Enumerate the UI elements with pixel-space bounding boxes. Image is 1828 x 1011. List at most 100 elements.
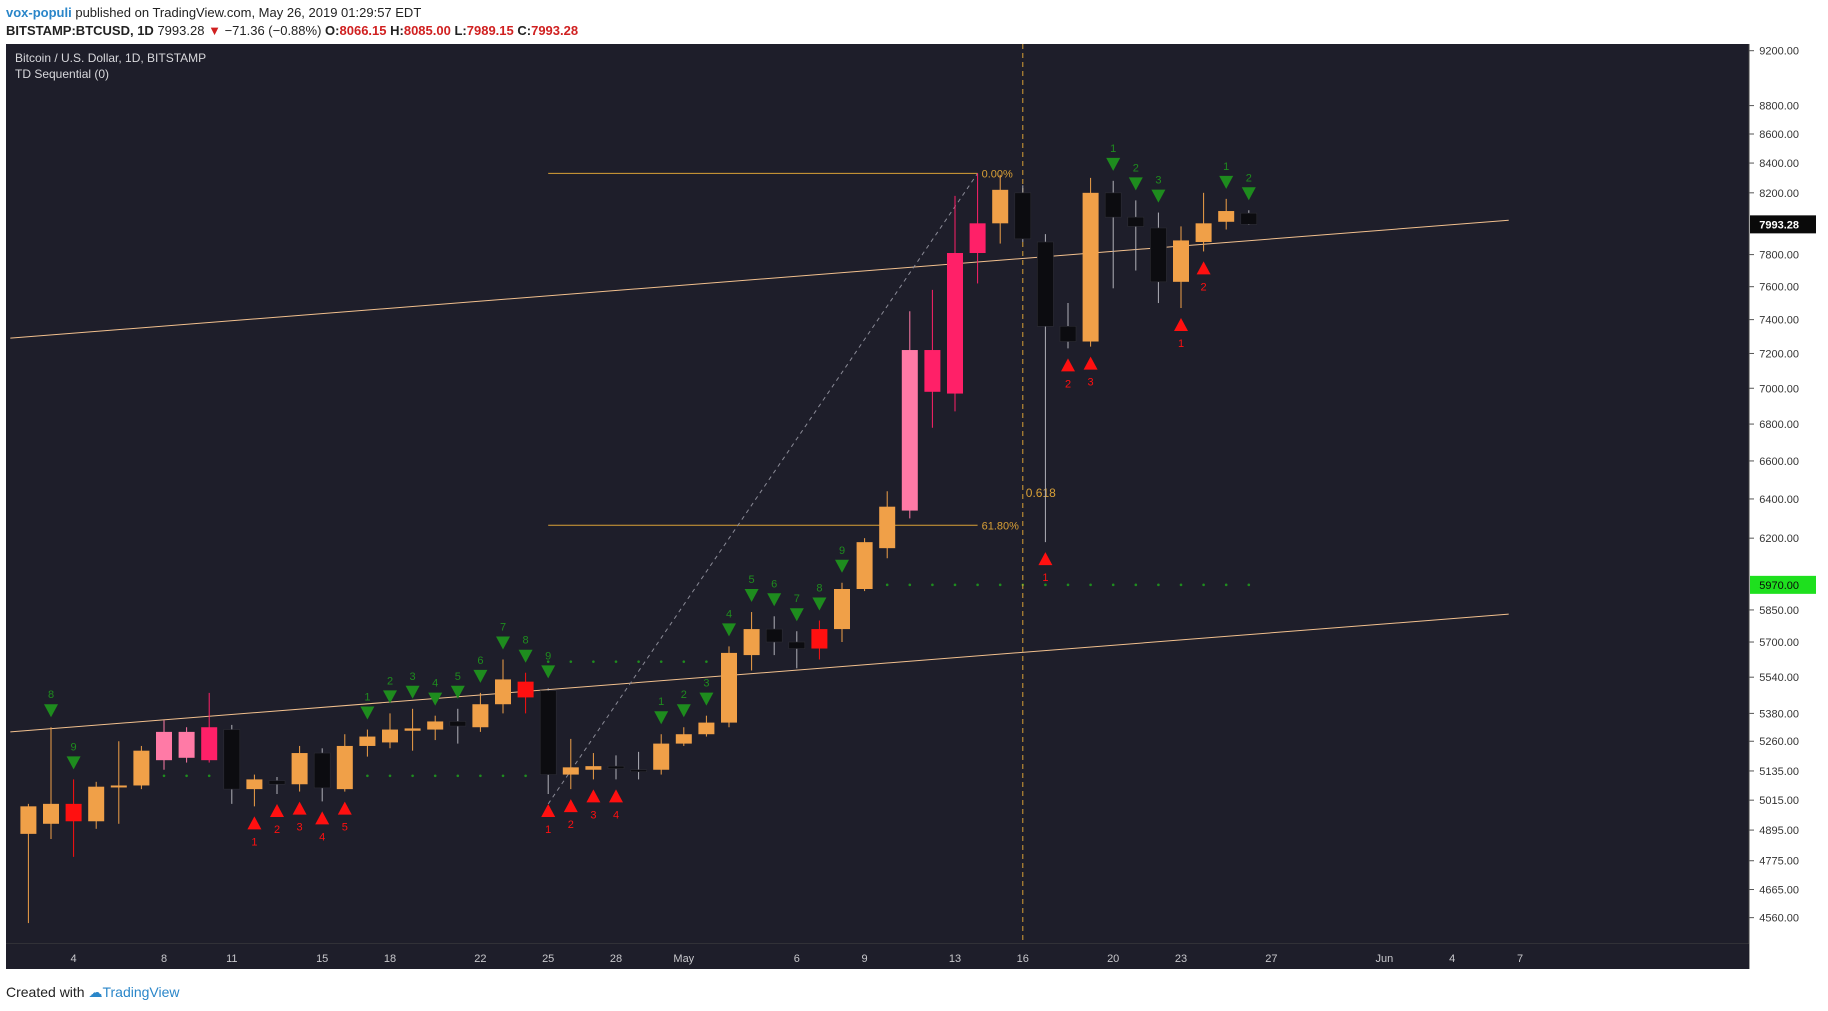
td-buy-count: 3 <box>590 809 596 821</box>
td-buy-arrow <box>1174 317 1188 331</box>
support-dot <box>931 583 934 587</box>
candle-body <box>1104 192 1122 218</box>
price-tick-label: 5380.00 <box>1759 708 1799 720</box>
td-buy-count: 1 <box>251 836 257 848</box>
support-dot <box>1089 583 1092 587</box>
support-dot <box>411 774 414 778</box>
candle-body <box>223 729 241 790</box>
candle-body <box>1240 212 1258 225</box>
candle-body <box>675 734 692 744</box>
support-dot <box>682 660 686 663</box>
td-sell-arrow <box>1128 177 1143 191</box>
support-dot <box>1179 583 1183 587</box>
marker-price-label: 5970.00 <box>1759 580 1799 592</box>
td-buy-count: 3 <box>297 822 303 834</box>
author-link[interactable]: vox-populi <box>6 5 72 20</box>
td-buy-count: 1 <box>1042 572 1048 584</box>
price-tick-label: 6600.00 <box>1759 456 1799 468</box>
time-tick-label: 8 <box>161 953 167 965</box>
support-dot <box>162 774 166 778</box>
td-sell-arrow <box>722 623 736 637</box>
support-dot <box>1224 583 1228 587</box>
candle-body <box>359 736 376 746</box>
candle-body <box>336 745 353 790</box>
candle-body <box>1037 241 1054 327</box>
td-sell-count: 3 <box>1155 175 1161 187</box>
price-tick-label: 5700.00 <box>1759 637 1799 649</box>
support-dot <box>908 583 912 587</box>
price-tick-label: 8200.00 <box>1759 188 1799 200</box>
last-price-label: 7993.28 <box>1759 219 1799 231</box>
td-sell-count: 8 <box>816 583 822 595</box>
time-tick-label: 13 <box>949 953 961 965</box>
td-sell-arrow <box>518 649 533 663</box>
price-tick-label: 5015.00 <box>1759 795 1799 807</box>
td-buy-arrow <box>586 789 601 803</box>
td-sell-arrow <box>428 692 443 706</box>
td-buy-arrow <box>563 799 578 813</box>
td-sell-count: 5 <box>749 574 755 586</box>
td-sell-count: 2 <box>387 675 393 687</box>
created-with-label: Created with <box>6 984 85 1000</box>
support-dot <box>1157 583 1160 587</box>
td-buy-count: 2 <box>1065 378 1071 390</box>
publish-line: vox-populi published on TradingView.com,… <box>6 5 421 20</box>
plot-background <box>6 44 1749 969</box>
candle-body <box>765 628 783 643</box>
td-sell-arrow <box>699 692 714 706</box>
close-value: 7993.28 <box>531 23 579 38</box>
candle-body <box>539 690 557 775</box>
time-tick-label: 16 <box>1017 953 1029 965</box>
support-dot <box>366 774 369 778</box>
candle-body <box>178 731 195 758</box>
td-buy-arrow <box>315 811 330 825</box>
support-dot <box>998 583 1002 587</box>
fib-ratio-annotation: 0.618 <box>1026 486 1056 500</box>
td-buy-count: 1 <box>545 824 551 836</box>
td-sell-count: 4 <box>432 678 438 690</box>
support-dot <box>1202 583 1205 587</box>
td-buy-arrow <box>292 801 307 815</box>
td-sell-arrow <box>44 704 58 718</box>
price-tick-label: 7600.00 <box>1759 282 1799 294</box>
price-tick-label: 8400.00 <box>1759 158 1799 170</box>
tradingview-brand[interactable]: TradingView <box>102 984 180 1000</box>
price-tick-label: 5135.00 <box>1759 766 1799 778</box>
candle-body <box>1082 192 1099 342</box>
high-value: 8085.00 <box>403 23 451 38</box>
td-sell-arrow <box>383 690 397 704</box>
td-buy-arrow <box>247 816 262 830</box>
td-sell-count: 1 <box>364 692 370 704</box>
candle-body <box>133 750 150 786</box>
price-tick-label: 6400.00 <box>1759 494 1799 506</box>
td-sell-arrow <box>744 589 759 603</box>
time-tick-label: 23 <box>1175 953 1187 965</box>
candle-body <box>811 629 828 649</box>
price-tick-label: 5540.00 <box>1759 672 1799 684</box>
td-sell-count: 5 <box>455 671 461 683</box>
candle-body <box>156 731 172 761</box>
td-buy-count: 3 <box>1088 377 1094 389</box>
support-dot <box>524 774 527 778</box>
price-tick-label: 8800.00 <box>1759 101 1799 113</box>
time-tick-label: 15 <box>316 953 328 965</box>
support-dot <box>501 774 505 778</box>
time-tick-label: 9 <box>862 953 868 965</box>
last-price: 7993.28 <box>157 23 205 38</box>
candle-body <box>1014 192 1032 240</box>
td-sell-arrow <box>789 608 804 622</box>
candle-body <box>698 722 715 735</box>
td-buy-arrow <box>1061 358 1075 372</box>
candle-body <box>20 806 37 834</box>
td-sell-count: 9 <box>839 545 845 557</box>
candle-body <box>1195 223 1212 242</box>
td-sell-count: 7 <box>794 593 800 605</box>
time-tick-label: 11 <box>226 953 237 965</box>
support-dot <box>659 660 663 663</box>
td-sell-arrow <box>405 685 420 699</box>
candle-body <box>562 767 579 775</box>
support-dot <box>388 774 392 778</box>
support-dot <box>546 660 550 663</box>
